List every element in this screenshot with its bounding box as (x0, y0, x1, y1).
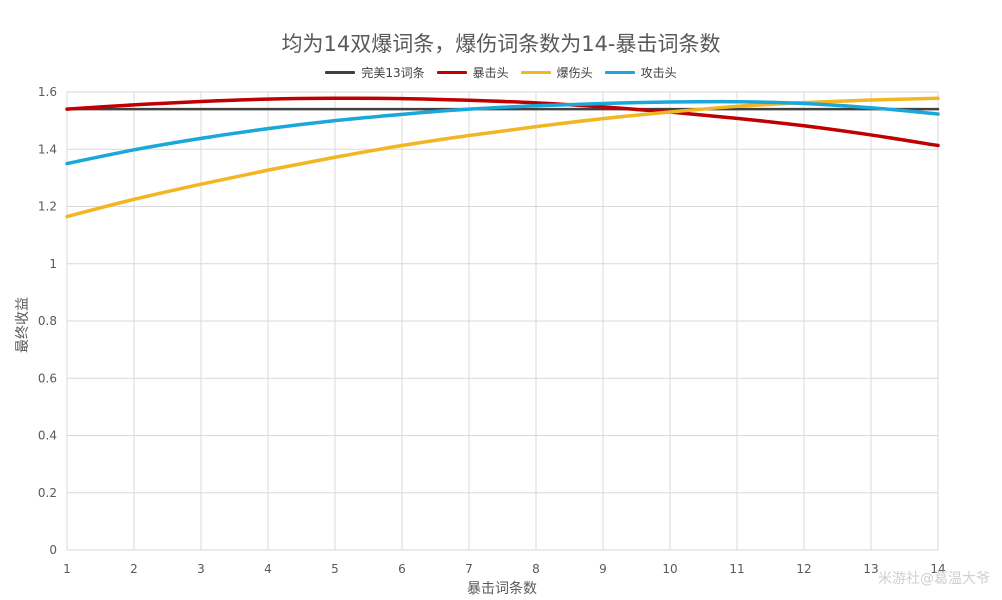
legend-label-1: 暴击头 (472, 66, 509, 80)
legend-item-series-3: 攻击头 (604, 64, 677, 81)
legend-label-2: 爆伤头 (556, 66, 593, 80)
axis-ticks: 00.20.40.60.811.21.41.61 2 3 4 5 6 7 8 9 10 11 12 13… (38, 85, 946, 576)
series-line-3 (65, 99, 940, 166)
x-tick-label: 1 (63, 562, 71, 576)
legend-label-0: 完美13词条 (361, 66, 425, 80)
legend-swatch-3 (604, 71, 635, 74)
x-tick-label: 10 (662, 562, 677, 576)
legend-swatch-1 (436, 71, 467, 74)
x-tick-label: 8 (532, 562, 540, 576)
y-tick-label: 0.6 (38, 371, 57, 385)
x-tick-label: 4 (264, 562, 272, 576)
x-tick-label: 7 (465, 562, 473, 576)
series-line-1 (65, 96, 940, 148)
x-tick-label: 11 (729, 562, 744, 576)
legend-item-series-1: 暴击头 (436, 64, 509, 81)
x-tick-label: 12 (796, 562, 811, 576)
x-tick-label: 5 (331, 562, 339, 576)
chart-legend: 完美13词条 暴击头 爆伤头 攻击头 (0, 64, 1002, 81)
legend-label-3: 攻击头 (640, 66, 677, 80)
y-tick-label: 1 (49, 257, 57, 271)
x-tick-label: 13 (863, 562, 878, 576)
watermark: 米游社@葛温大爷 (878, 571, 990, 587)
legend-swatch-2 (520, 71, 551, 74)
x-tick-label: 2 (130, 562, 138, 576)
x-tick-label: 14 (930, 562, 945, 576)
y-tick-label: 0.2 (38, 486, 57, 500)
y-tick-label: 1.4 (38, 142, 57, 156)
legend-item-series-2: 爆伤头 (520, 64, 593, 81)
x-tick-label: 9 (599, 562, 607, 576)
y-tick-label: 0.4 (38, 429, 57, 443)
y-tick-label: 1.2 (38, 200, 57, 214)
x-tick-label: 3 (197, 562, 205, 576)
x-tick-label: 6 (398, 562, 406, 576)
y-tick-label: 1.6 (38, 85, 57, 99)
gridlines (66, 91, 939, 551)
legend-item-series-0: 完美13词条 (325, 64, 425, 81)
y-tick-label: 0.8 (38, 314, 57, 328)
y-tick-label: 0 (49, 543, 57, 557)
y-axis-label: 最终收益 (15, 297, 31, 353)
legend-swatch-0 (325, 71, 356, 74)
x-axis-label: 暴击词条数 (467, 581, 537, 597)
series-line-2 (65, 96, 940, 219)
chart-title: 均为14双爆词条，爆伤词条数为14-暴击词条数 (281, 32, 721, 56)
series-lines (65, 96, 940, 219)
